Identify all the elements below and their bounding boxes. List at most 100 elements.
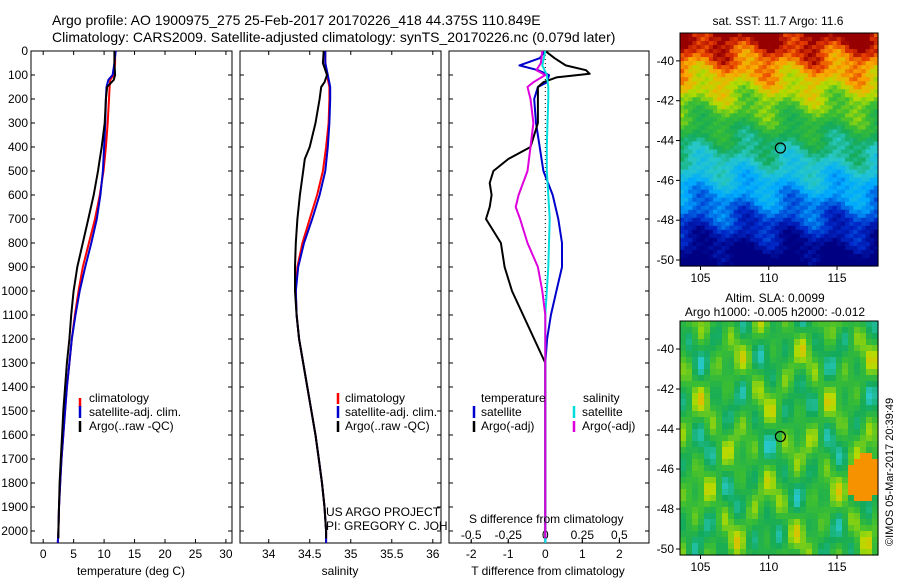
heatmap-cell [704, 109, 710, 114]
heatmap-cell [766, 69, 772, 74]
heatmap-cell [696, 69, 702, 74]
heatmap-cell [865, 221, 871, 227]
heatmap-cell [716, 357, 723, 364]
heatmap-cell [704, 209, 710, 215]
heatmap-cell [708, 129, 714, 135]
heatmap-cell [733, 201, 739, 207]
heatmap-cell [791, 93, 797, 98]
heatmap-cell [754, 41, 759, 46]
y-tick-label: 1600 [1, 428, 28, 442]
heatmap-cell [752, 459, 759, 466]
heatmap-cell [824, 193, 830, 199]
heatmap-cell [828, 205, 834, 211]
heatmap-cell [842, 327, 849, 334]
heatmap-cell [787, 145, 792, 151]
heatmap-cell [764, 513, 771, 520]
heatmap-cell [704, 105, 710, 110]
heatmap-cell [872, 423, 879, 430]
heatmap-cell [783, 89, 788, 94]
heatmap-cell [800, 327, 807, 334]
heatmap-cell [812, 233, 817, 239]
heatmap-cell [836, 33, 842, 38]
heatmap-cell [717, 125, 722, 131]
heatmap-cell [779, 225, 784, 231]
heatmap-cell [812, 429, 819, 436]
heatmap-cell [754, 121, 759, 126]
heatmap-cell [704, 65, 710, 70]
heatmap-cell [828, 33, 834, 38]
heatmap-cell [873, 129, 879, 135]
heatmap-cell [740, 333, 747, 340]
heatmap-cell [725, 173, 731, 179]
heatmap-cell [733, 145, 739, 151]
heatmap-cell [758, 165, 764, 171]
heatmap-cell [746, 169, 751, 175]
heatmap-cell [696, 233, 702, 239]
heatmap-cell [853, 121, 858, 126]
heatmap-cell [734, 483, 741, 490]
heatmap-cell [812, 173, 817, 179]
heatmap-cell [704, 327, 711, 334]
heatmap-cell [717, 221, 722, 227]
heatmap-cell [762, 253, 768, 259]
heatmap-cell [816, 49, 821, 54]
heatmap-cell [840, 209, 846, 215]
heatmap-cell [845, 117, 850, 122]
heatmap-cell [845, 177, 850, 183]
heatmap-cell [824, 49, 830, 54]
heatmap-cell [704, 181, 710, 187]
heatmap-cell [684, 137, 689, 143]
heatmap-cell [795, 77, 801, 82]
heatmap-cell [812, 549, 819, 556]
heatmap-cell [758, 157, 764, 163]
heatmap-cell [848, 477, 855, 484]
heatmap-cell [770, 351, 777, 358]
heatmap-cell [688, 105, 693, 110]
heatmap-cell [845, 77, 850, 82]
heatmap-cell [692, 205, 698, 211]
heatmap-cell [750, 141, 755, 147]
heatmap-cell [684, 113, 689, 118]
heatmap-cell [812, 129, 817, 135]
heatmap-cell [836, 133, 842, 139]
heatmap-cell [725, 57, 731, 62]
heatmap-cell [840, 37, 846, 42]
heatmap-cell [812, 153, 817, 159]
heatmap-cell [708, 77, 714, 82]
heatmap-cell [762, 89, 768, 94]
heatmap-cell [782, 519, 789, 526]
heatmap-cell [754, 157, 759, 163]
heatmap-cell [708, 173, 714, 179]
heatmap-cell [865, 121, 871, 126]
heatmap-cell [795, 217, 801, 223]
heatmap-cell [812, 241, 817, 247]
heatmap-cell [853, 117, 858, 122]
heatmap-cell [776, 357, 783, 364]
heatmap-cell [737, 185, 743, 191]
heatmap-cell [779, 201, 784, 207]
heatmap-cell [752, 483, 759, 490]
heatmap-cell [708, 177, 714, 183]
heatmap-cell [872, 357, 879, 364]
sla-map-frame [679, 320, 879, 556]
heatmap-cell [861, 113, 867, 118]
heatmap-cell [692, 145, 698, 151]
heatmap-cell [698, 441, 705, 448]
heatmap-cell [806, 477, 813, 484]
heatmap-cell [758, 393, 765, 400]
heatmap-cell [680, 519, 687, 526]
y-tick-label: 1300 [1, 356, 28, 370]
heatmap-cell [791, 177, 797, 183]
heatmap-cell [803, 257, 809, 263]
heatmap-cell [766, 249, 772, 255]
heatmap-cell [698, 321, 705, 328]
heatmap-cell [725, 41, 731, 46]
heatmap-cell [820, 249, 825, 255]
heatmap-cell [746, 41, 751, 46]
heatmap-cell [752, 333, 759, 340]
heatmap-cell [783, 49, 788, 54]
heatmap-cell [729, 245, 735, 251]
heatmap-cell [737, 221, 743, 227]
heatmap-cell [704, 101, 710, 106]
heatmap-cell [700, 225, 706, 231]
